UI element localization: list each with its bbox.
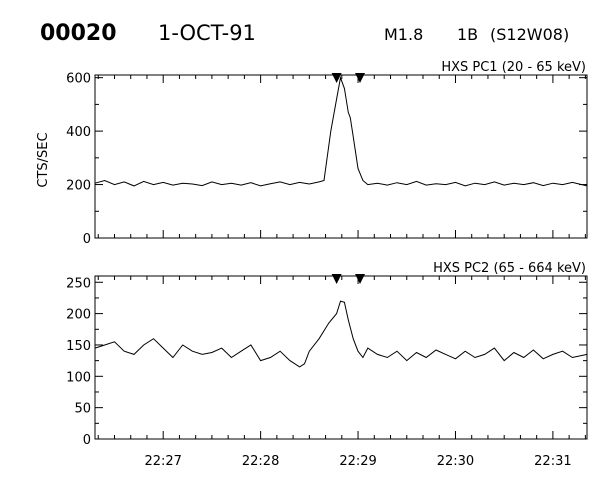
plot-frame xyxy=(94,74,588,239)
y-tick-label: 0 xyxy=(83,433,91,448)
optical-class: 1B xyxy=(457,25,478,44)
count-rate-series xyxy=(94,75,588,187)
y-tick-label: 100 xyxy=(66,370,91,385)
plot-frame xyxy=(94,275,588,440)
interval-marker xyxy=(331,274,342,284)
y-tick-label: 200 xyxy=(66,308,91,323)
interval-marker xyxy=(331,73,342,83)
panel-pc1: HXS PC1 (20 - 65 keV) CTS/SEC 0 200 400 600 xyxy=(36,60,588,247)
x-tick-label: 22:31 xyxy=(534,454,571,469)
interval-marker xyxy=(354,73,365,83)
panel-pc2: HXS PC2 (65 - 664 keV) 0 50 100 150 200 250 22… xyxy=(66,261,588,469)
flare-class: M1.8 xyxy=(384,25,423,44)
x-tick-label: 22:29 xyxy=(339,454,376,469)
y-tick-label: 400 xyxy=(66,125,91,140)
event-id: 00020 xyxy=(40,21,117,46)
y-tick-label: 0 xyxy=(83,232,91,247)
y-tick-label: 600 xyxy=(66,72,91,87)
y-tick-label: 200 xyxy=(66,179,91,194)
x-tick-label: 22:30 xyxy=(437,454,474,469)
x-tick-label: 22:28 xyxy=(242,454,279,469)
panel-pc1-title: HXS PC1 (20 - 65 keV) xyxy=(441,60,586,75)
interval-marker xyxy=(354,274,365,284)
y-tick-label: 250 xyxy=(66,276,91,291)
y-tick-label: 50 xyxy=(74,402,91,417)
event-date: 1-OCT-91 xyxy=(158,21,256,45)
panel-pc2-title: HXS PC2 (65 - 664 keV) xyxy=(433,261,586,276)
count-rate-series xyxy=(94,300,588,368)
y-tick-label: 150 xyxy=(66,339,91,354)
flare-location: (S12W08) xyxy=(490,25,569,44)
panel-pc1-ylabel: CTS/SEC xyxy=(36,132,51,187)
x-tick-label: 22:27 xyxy=(144,454,181,469)
